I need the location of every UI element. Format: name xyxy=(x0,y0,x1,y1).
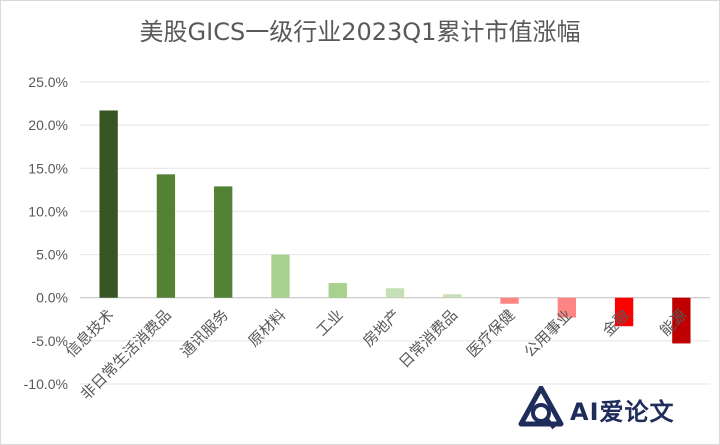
category-label: 房地产 xyxy=(359,306,404,351)
chart-title: 美股GICS一级行业2023Q1累计市值涨幅 xyxy=(139,18,581,46)
bar-5 xyxy=(328,283,347,298)
bar-2 xyxy=(156,174,176,298)
y-tick-label: -10.0% xyxy=(24,376,68,392)
bar-4 xyxy=(271,254,290,298)
category-label: 信息技术 xyxy=(62,306,117,361)
y-tick-label: 25.0% xyxy=(28,74,68,90)
bar-3 xyxy=(214,186,233,298)
category-label: 工业 xyxy=(313,306,347,340)
watermark-logo: AI爱论文 xyxy=(518,383,706,435)
bar-11 xyxy=(672,297,691,344)
category-label: 公用事业 xyxy=(520,306,575,361)
bar-7 xyxy=(443,294,462,298)
category-label: 日常消费品 xyxy=(395,306,461,372)
y-tick-label: 10.0% xyxy=(28,203,68,219)
y-tick-label: 5.0% xyxy=(36,247,68,263)
category-label: 通讯服务 xyxy=(177,306,232,361)
bar-6 xyxy=(385,288,405,298)
y-tick-label: 0.0% xyxy=(36,290,68,306)
bar-1 xyxy=(99,110,118,298)
bar-9 xyxy=(557,297,576,318)
y-tick-label: 20.0% xyxy=(28,117,68,133)
y-tick-label: 15.0% xyxy=(28,160,68,176)
watermark-text: AI爱论文 xyxy=(570,397,675,426)
bar-8 xyxy=(500,297,519,304)
logo-icon xyxy=(518,386,564,430)
category-label: 医疗保健 xyxy=(463,306,518,361)
category-label: 原材料 xyxy=(245,306,290,351)
bar-10 xyxy=(614,297,634,327)
y-tick-label: -5.0% xyxy=(31,333,68,349)
